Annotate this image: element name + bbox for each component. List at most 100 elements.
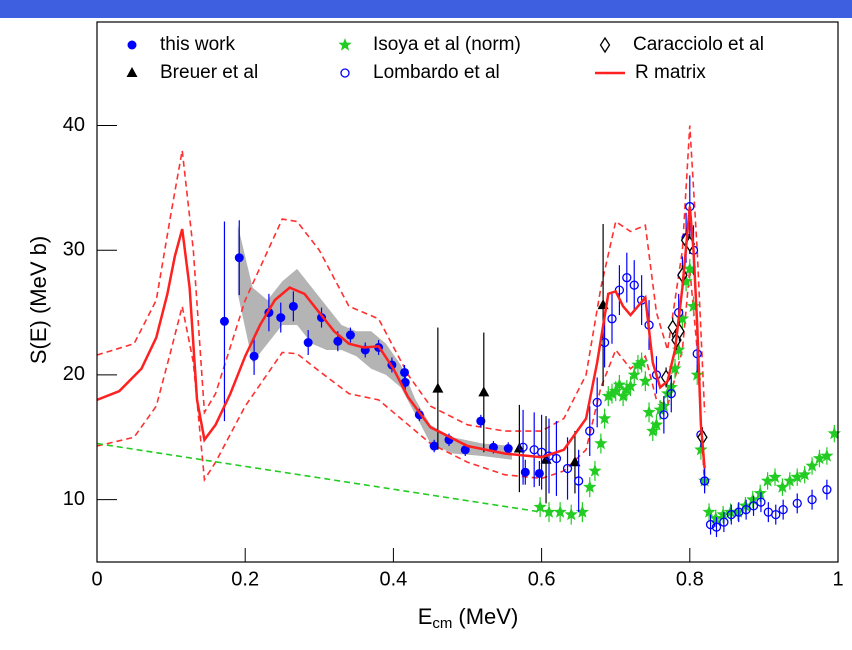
point — [709, 511, 723, 524]
point — [592, 397, 602, 408]
point — [609, 384, 623, 397]
legend: this work Breuer et al Isoya et al (norm) L… — [126, 34, 764, 83]
point — [400, 367, 410, 377]
point — [805, 459, 819, 472]
point — [622, 273, 632, 283]
point — [666, 388, 676, 399]
point — [790, 470, 804, 483]
point — [653, 402, 667, 416]
point — [827, 426, 841, 440]
point — [807, 494, 817, 505]
point — [333, 336, 343, 346]
point — [629, 280, 639, 290]
point — [234, 253, 244, 263]
y-tick-label: 30 — [63, 239, 85, 261]
point — [753, 486, 767, 500]
legend-label: this work — [160, 34, 235, 55]
x-tick-label: 0.8 — [676, 568, 704, 590]
point — [542, 505, 556, 518]
point — [429, 441, 439, 451]
point — [594, 436, 608, 450]
point — [694, 442, 708, 456]
point — [533, 500, 547, 513]
point — [768, 470, 782, 483]
point — [679, 274, 693, 288]
legend-label: Caracciolo et al — [633, 34, 764, 55]
point — [575, 505, 589, 518]
point — [711, 522, 722, 532]
point — [219, 316, 229, 326]
point — [741, 504, 751, 515]
point — [627, 367, 641, 381]
point — [503, 444, 513, 454]
point — [614, 285, 625, 295]
point — [601, 389, 615, 402]
point — [478, 386, 490, 397]
plot-frame — [96, 21, 839, 563]
point — [276, 313, 286, 323]
top-bar — [0, 0, 852, 18]
uncertainty-band — [237, 225, 512, 460]
point — [605, 386, 619, 400]
y-tick-label: 10 — [63, 488, 85, 510]
legend-marker — [338, 38, 352, 51]
point — [690, 367, 704, 381]
x-label-sub: cm — [432, 615, 452, 632]
point — [649, 417, 664, 431]
x-label-unit: (MeV) — [458, 604, 518, 629]
point — [798, 467, 812, 481]
y-tick-label: 20 — [63, 363, 85, 385]
point — [686, 299, 701, 312]
point — [562, 463, 573, 474]
dashed-line — [96, 442, 542, 513]
point — [723, 505, 738, 518]
point — [756, 497, 766, 507]
point — [822, 485, 832, 495]
point — [731, 505, 745, 518]
point — [616, 389, 630, 402]
legend-marker — [127, 40, 137, 50]
point — [672, 343, 686, 356]
point — [778, 504, 788, 515]
dashed-line — [96, 125, 706, 432]
point — [518, 442, 528, 452]
legend-label: Breuer et al — [160, 62, 258, 83]
point — [620, 382, 634, 396]
point — [783, 473, 797, 487]
point — [534, 468, 544, 478]
point — [702, 505, 716, 518]
legend-marker — [126, 67, 138, 77]
y-axis-label: S(E) (MeV b) — [26, 236, 51, 364]
point — [748, 501, 759, 511]
point — [719, 517, 729, 527]
point — [345, 330, 355, 340]
point — [699, 476, 710, 486]
y-tick-label: 40 — [63, 114, 85, 136]
point — [746, 492, 760, 506]
point — [705, 519, 716, 530]
point — [683, 261, 697, 275]
legend-label: R matrix — [635, 62, 706, 83]
point — [771, 509, 781, 520]
legend-label: Lombardo et al — [373, 62, 500, 83]
point — [623, 379, 638, 392]
point — [574, 476, 584, 486]
legend-marker — [599, 36, 611, 54]
point — [460, 445, 470, 455]
point — [520, 467, 530, 477]
point — [775, 480, 790, 493]
point — [597, 411, 612, 425]
x-axis-label: Ecm (MeV) — [418, 604, 519, 632]
point — [583, 480, 597, 493]
point — [303, 338, 313, 348]
point — [675, 311, 689, 325]
x-tick-label: 0.6 — [528, 568, 556, 590]
point — [659, 410, 669, 420]
x-tick-label: 0 — [91, 568, 102, 590]
point — [792, 498, 802, 509]
point — [564, 507, 578, 521]
point — [569, 456, 581, 467]
point — [812, 451, 827, 465]
legend-label: Isoya et al (norm) — [373, 34, 521, 55]
